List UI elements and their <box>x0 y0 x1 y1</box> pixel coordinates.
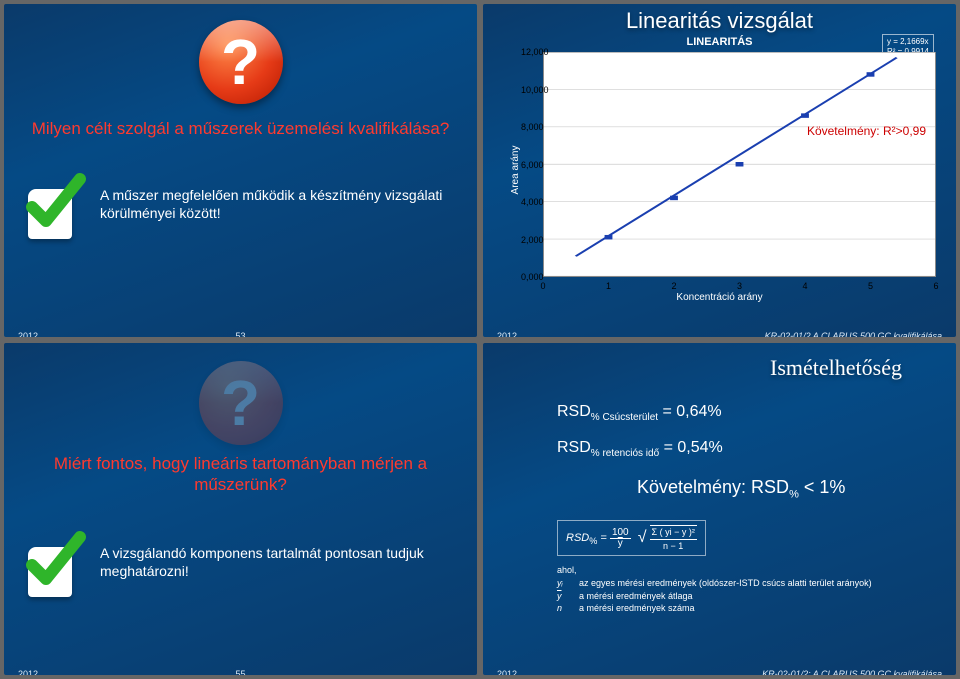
footer-doc: KR-02-01/2: A CLARUS 500 GC kvalifikálás… <box>762 669 942 675</box>
question-mark-icon: ? <box>199 20 283 104</box>
y-tick: 8,000 <box>521 122 544 132</box>
slide-top-right: Linearitás vizsgálat LINEARITÁS y = 2,16… <box>483 4 956 337</box>
legend-symbol: n <box>557 602 579 615</box>
rsd-retention: RSD% retenciós idő = 0,54% <box>557 439 942 459</box>
requirement-text: Követelmény: R²>0,99 <box>807 124 926 138</box>
rsd-val: = 0,64% <box>658 403 722 420</box>
formula-lhs: RSD <box>566 532 589 544</box>
formula-legend: ahol, yᵢaz egyes mérési eredmények (oldó… <box>557 564 942 614</box>
requirement: Követelmény: RSD% < 1% <box>637 477 942 501</box>
question-text: Milyen célt szolgál a műszerek üzemelési… <box>18 118 463 139</box>
answer-text: A műszer megfelelően működik a készítmén… <box>100 186 463 222</box>
answer-text: A vizsgálandó komponens tartalmát pontos… <box>100 544 463 580</box>
x-tick: 4 <box>802 281 807 291</box>
legend-header: ahol, <box>557 564 942 577</box>
x-tick: 6 <box>933 281 938 291</box>
legend-desc: a mérési eredmények átlaga <box>579 591 693 601</box>
y-tick: 2,000 <box>521 235 544 245</box>
legend-symbol: yᵢ <box>557 577 579 590</box>
footer-page: 53 <box>235 331 245 337</box>
footer-year: 2012 <box>18 331 38 337</box>
x-tick: 5 <box>868 281 873 291</box>
req-label: Követelmény: RSD <box>637 477 789 497</box>
slide-bottom-left: ? Miért fontos, hogy lineáris tartományb… <box>4 343 477 676</box>
rsd-sub: % Csúcsterület <box>591 412 658 423</box>
footer-year: 2012 <box>497 331 517 337</box>
slide-top-left: ? Milyen célt szolgál a műszerek üzemelé… <box>4 4 477 337</box>
question-mark-icon-faded: ? <box>199 361 283 445</box>
rsd-label: RSD <box>557 439 591 456</box>
legend-symbol: y <box>557 590 579 603</box>
y-tick: 12,000 <box>521 47 549 57</box>
rsd-sub: % retenciós idő <box>591 448 659 459</box>
sqrt-top: Σ ( yi − y )² <box>650 528 697 540</box>
x-tick: 0 <box>540 281 545 291</box>
rsd-label: RSD <box>557 403 591 420</box>
question-text: Miért fontos, hogy lineáris tartományban… <box>18 453 463 496</box>
legend-desc: az egyes mérési eredmények (oldószer-IST… <box>579 578 872 588</box>
footer-year: 2012 <box>497 669 517 675</box>
y-tick: 6,000 <box>521 160 544 170</box>
frac-bot: y <box>610 539 631 549</box>
x-tick: 2 <box>671 281 676 291</box>
footer-page: 55 <box>235 669 245 675</box>
req-tail: < 1% <box>799 477 846 497</box>
y-axis-label: Area arány <box>510 146 521 195</box>
rsd-peak: RSD% Csúcsterület = 0,64% <box>557 403 942 423</box>
y-tick: 10,000 <box>521 85 549 95</box>
legend-desc: a mérési eredmények száma <box>579 603 695 613</box>
page-title: Ismételhetőség <box>497 355 902 381</box>
checkmark-icon <box>18 169 88 239</box>
slide-bottom-right: Ismételhetőség RSD% Csúcsterület = 0,64%… <box>483 343 956 676</box>
footer-year: 2012 <box>18 669 38 675</box>
rsd-formula: RSD% = 100 y √ Σ ( yi − y )² n − 1 <box>557 520 706 556</box>
page-title: Linearitás vizsgálat <box>483 8 956 34</box>
x-tick: 3 <box>737 281 742 291</box>
x-axis-label: Koncentráció arány <box>483 292 956 303</box>
sqrt-bot: n − 1 <box>650 540 697 551</box>
formula-eq: = <box>597 532 610 544</box>
eq-line-1: y = 2,1669x <box>887 37 929 47</box>
y-tick: 4,000 <box>521 197 544 207</box>
footer-doc: KR-02-01/2 A CLARUS 500 GC kvalifikálása <box>765 331 942 337</box>
checkmark-icon <box>18 527 88 597</box>
x-tick: 1 <box>606 281 611 291</box>
linearity-chart <box>543 52 936 277</box>
rsd-val: = 0,54% <box>659 439 723 456</box>
req-sub: % <box>789 488 799 500</box>
